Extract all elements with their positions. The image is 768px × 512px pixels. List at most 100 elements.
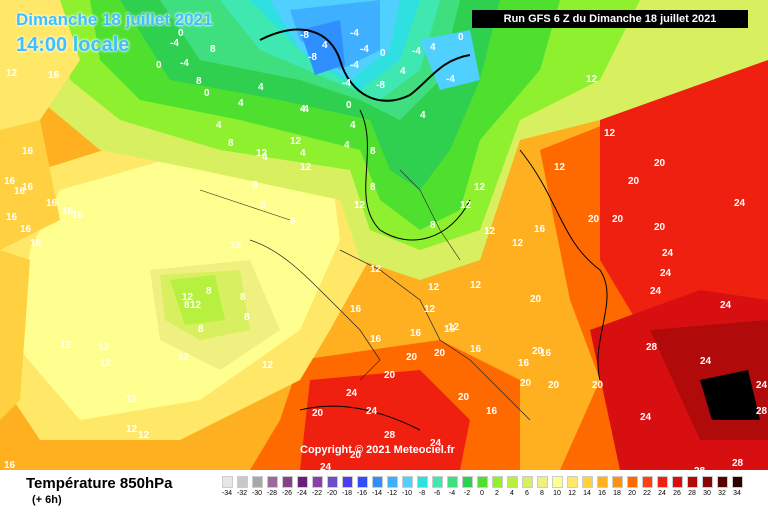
scale-tick-label: -30 [251,490,263,497]
isotherm-value-label: 4 [300,104,306,115]
isotherm-value-label: 20 [312,408,324,419]
isotherm-value-label: -4 [170,38,179,49]
scale-tick-label: 20 [628,490,636,497]
isotherm-value-label: 20 [532,346,544,357]
isotherm-value-label: 16 [22,146,34,157]
scale-tick-label: -26 [281,490,293,497]
isotherm-value-label: 16 [6,212,18,223]
scale-swatch [732,476,743,488]
isotherm-value-label: 8 [240,292,246,303]
scale-swatch [417,476,428,488]
isotherm-value-label: 16 [46,198,58,209]
scale-tick-label: 2 [495,490,499,497]
isotherm-value-label: 12 [178,352,190,363]
isotherm-value-label: 12 [370,264,382,275]
scale-swatch [642,476,653,488]
isotherm-value-label: -4 [350,60,359,71]
isotherm-value-label: 4 [262,152,268,163]
scale-tick-label: -22 [311,490,323,497]
isotherm-value-label: 12 [6,68,18,79]
map-field [0,0,768,470]
isotherm-value-label: 8 [370,146,376,157]
isotherm-value-label: -4 [446,74,455,85]
isotherm-value-label: 24 [662,248,674,259]
isotherm-value-label: 16 [470,344,482,355]
isotherm-value-label: 4 [258,82,264,93]
isotherm-value-label: 4 [238,98,244,109]
isotherm-value-label: 12 [262,360,274,371]
isotherm-value-label: 8 [184,300,190,311]
isotherm-value-label: -8 [308,52,317,63]
scale-swatch [537,476,548,488]
isotherm-value-label: 12 [474,182,486,193]
isotherm-value-label: 12 [126,424,138,435]
scale-swatch [477,476,488,488]
scale-tick-label: 16 [598,490,606,497]
isotherm-value-label: 28 [646,342,658,353]
scale-swatch [462,476,473,488]
scale-tick-label: 12 [568,490,576,497]
isotherm-value-label: 8 [290,216,296,227]
isotherm-value-label: 4 [400,66,406,77]
isotherm-value-label: -4 [412,46,421,57]
copyright-text: Copyright © 2021 Meteociel.fr [300,444,455,456]
isotherm-value-label: 20 [530,294,542,305]
isotherm-value-label: 24 [640,412,652,423]
isotherm-value-label: 16 [410,328,422,339]
scale-tick-label: -24 [296,490,308,497]
scale-tick-label: 32 [718,490,726,497]
scale-swatch [237,476,248,488]
scale-tick-label: 24 [658,490,666,497]
isotherm-value-label: 16 [534,224,546,235]
time-title: 14:00 locale [16,34,130,56]
scale-tick-label: -12 [386,490,398,497]
isotherm-value-label: 0 [380,48,386,59]
isotherm-value-label: 16 [72,210,84,221]
isotherm-value-label: 12 [100,358,112,369]
isotherm-value-label: 16 [4,176,16,187]
scale-tick-label: -14 [371,490,383,497]
scale-swatch [507,476,518,488]
isotherm-value-label: 28 [756,406,768,417]
isotherm-value-label: 8 [210,44,216,55]
isotherm-value-label: 12 [604,128,616,139]
isotherm-value-label: 16 [518,358,530,369]
scale-swatch [612,476,623,488]
scale-swatch [657,476,668,488]
isotherm-value-label: 8 [260,200,266,211]
isotherm-value-label: 12 [470,280,482,291]
scale-tick-label: -10 [401,490,413,497]
isotherm-value-label: 20 [350,450,362,461]
isotherm-value-label: 12 [300,162,312,173]
isotherm-value-label: 20 [458,392,470,403]
scale-swatch [357,476,368,488]
isotherm-value-label: 8 [196,76,202,87]
isotherm-value-label: 20 [406,352,418,363]
scale-tick-label: -20 [326,490,338,497]
isotherm-value-label: 8 [244,312,250,323]
isotherm-value-label: 0 [458,32,464,43]
isotherm-value-label: 24 [720,300,732,311]
isotherm-value-label: 28 [694,466,705,470]
isotherm-value-label: 24 [320,462,332,470]
scale-swatch [687,476,698,488]
scale-tick-label: -28 [266,490,278,497]
isotherm-value-label: -8 [376,80,385,91]
isotherm-value-label: 12 [354,200,366,211]
scale-tick-label: 26 [673,490,681,497]
scale-swatch [717,476,728,488]
scale-tick-label: -32 [236,490,248,497]
isotherm-value-label: 8 [228,138,234,149]
isotherm-value-label: 20 [588,214,600,225]
legend-footer: Température 850hPa (+ 6h) -34 -32 -30 -28 -2… [0,470,768,512]
scale-swatch [702,476,713,488]
isotherm-value-label: 24 [756,380,768,391]
isotherm-value-label: 16 [370,334,382,345]
date-title: Dimanche 18 juillet 2021 [16,10,213,29]
isotherm-value-label: 28 [384,430,396,441]
isotherm-value-label: 4 [344,140,350,151]
isotherm-value-label: 4 [322,40,328,51]
isotherm-value-label: 24 [734,198,746,209]
isotherm-value-label: 8 [206,286,212,297]
